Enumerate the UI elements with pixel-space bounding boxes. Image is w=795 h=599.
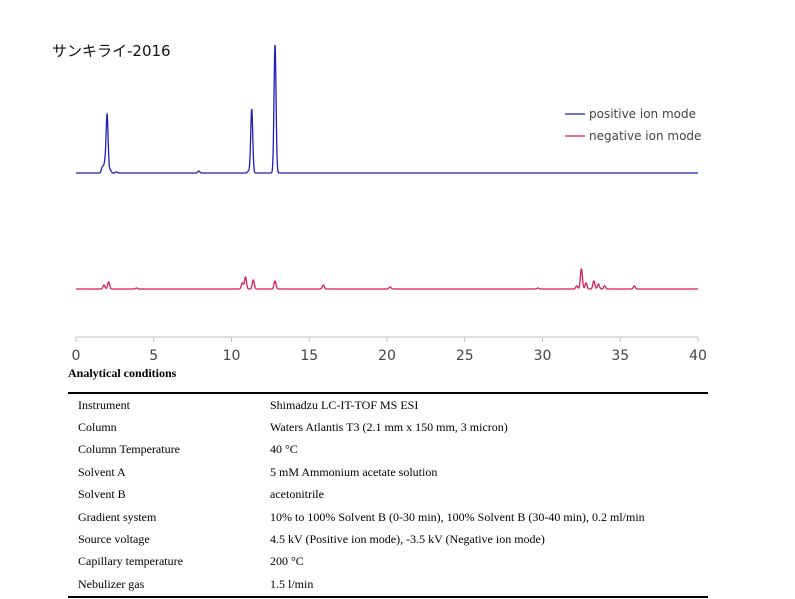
condition-label: Column [78, 420, 117, 435]
table-row: Nebulizer gas 1.5 l/min [68, 573, 708, 596]
x-tick-label: 35 [611, 348, 629, 364]
x-tick-label: 5 [149, 348, 158, 364]
condition-value: Waters Atlantis T3 (2.1 mm x 150 mm, 3 m… [270, 420, 508, 435]
x-tick-label: 30 [534, 348, 552, 364]
x-tick-label: 25 [456, 348, 474, 364]
condition-value: 10% to 100% Solvent B (0-30 min), 100% S… [270, 509, 645, 524]
x-axis-ticks: 0 5 10 15 20 25 30 35 40 [72, 337, 707, 364]
x-tick-label: 15 [300, 348, 318, 364]
condition-value: 1.5 l/min [270, 576, 314, 591]
condition-label: Nebulizer gas [78, 576, 145, 591]
table-row: Solvent B acetonitrile [68, 484, 708, 506]
series-line-negative [76, 267, 698, 290]
condition-value: 4.5 kV (Positive ion mode), -3.5 kV (Neg… [270, 532, 545, 547]
x-tick-label: 10 [223, 348, 241, 364]
table-row: Instrument Shimadzu LC-IT-TOF MS ESI [68, 393, 708, 416]
condition-value: Shimadzu LC-IT-TOF MS ESI [270, 397, 419, 412]
x-tick-label: 40 [689, 348, 707, 364]
condition-label: Capillary temperature [78, 554, 183, 569]
condition-label: Solvent B [78, 487, 126, 502]
table-row: Gradient system 10% to 100% Solvent B (0-… [68, 506, 708, 528]
condition-label: Gradient system [78, 509, 157, 524]
chromatogram-chart: サンキライ-2016 positive ion mode negative io… [52, 42, 707, 364]
condition-value: 200 °C [270, 554, 304, 569]
series-line-positive [76, 44, 698, 174]
table-row: Capillary temperature 200 °C [68, 551, 708, 573]
chart-title: サンキライ-2016 [52, 42, 171, 60]
condition-label: Source voltage [78, 532, 150, 547]
condition-label: Solvent A [78, 464, 126, 479]
condition-label: Column Temperature [78, 442, 180, 457]
condition-label: Instrument [78, 397, 130, 412]
legend: positive ion mode negative ion mode [565, 107, 701, 143]
table-row: Column Temperature 40 °C [68, 439, 708, 461]
legend-label-negative: negative ion mode [589, 129, 701, 143]
conditions-table-body: Instrument Shimadzu LC-IT-TOF MS ESI Colum… [68, 393, 708, 597]
x-tick-label: 0 [72, 348, 81, 364]
table-row: Column Waters Atlantis T3 (2.1 mm x 150 m… [68, 416, 708, 438]
condition-value: 40 °C [270, 442, 298, 457]
conditions-table: Instrument Shimadzu LC-IT-TOF MS ESI Colum… [68, 392, 708, 598]
conditions-heading: Analytical conditions [68, 366, 177, 380]
x-tick-label: 20 [378, 348, 396, 364]
condition-value: 5 mM Ammonium acetate solution [270, 464, 438, 479]
condition-value: acetonitrile [270, 487, 324, 502]
table-row: Solvent A 5 mM Ammonium acetate solution [68, 461, 708, 483]
legend-label-positive: positive ion mode [589, 107, 696, 121]
table-row: Source voltage 4.5 kV (Positive ion mode)… [68, 528, 708, 550]
